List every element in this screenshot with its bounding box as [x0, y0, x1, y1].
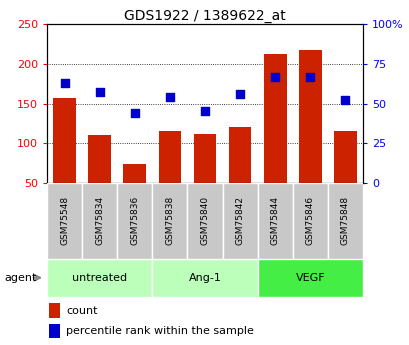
Bar: [333, 131, 356, 183]
Bar: [257, 183, 292, 259]
Bar: [257, 259, 362, 297]
Bar: [158, 131, 181, 183]
Bar: [152, 259, 257, 297]
Bar: [152, 183, 187, 259]
Text: GDS1922 / 1389622_at: GDS1922 / 1389622_at: [124, 9, 285, 23]
Bar: [292, 183, 327, 259]
Bar: [123, 164, 146, 183]
Point: [61, 80, 68, 86]
Text: GSM75842: GSM75842: [235, 196, 244, 245]
Text: VEGF: VEGF: [295, 273, 324, 283]
Text: Ang-1: Ang-1: [188, 273, 221, 283]
Bar: [222, 183, 257, 259]
Bar: [49, 303, 60, 317]
Point: [201, 109, 208, 114]
Point: [131, 110, 138, 116]
Point: [341, 98, 348, 103]
Bar: [49, 324, 60, 338]
Text: GSM75846: GSM75846: [305, 196, 314, 245]
Text: GSM75548: GSM75548: [60, 196, 69, 245]
Text: agent: agent: [4, 273, 36, 283]
Text: GSM75836: GSM75836: [130, 196, 139, 245]
Point: [271, 74, 278, 79]
Text: GSM75838: GSM75838: [165, 196, 174, 245]
Bar: [193, 135, 216, 183]
Text: GSM75844: GSM75844: [270, 196, 279, 245]
Text: GSM75840: GSM75840: [200, 196, 209, 245]
Point: [306, 74, 313, 79]
Bar: [263, 54, 286, 183]
Point: [236, 91, 243, 97]
Bar: [88, 135, 111, 183]
Text: count: count: [66, 306, 97, 315]
Text: percentile rank within the sample: percentile rank within the sample: [66, 326, 253, 336]
Text: GSM75834: GSM75834: [95, 196, 104, 245]
Point: [96, 90, 103, 95]
Bar: [298, 50, 321, 183]
Bar: [47, 183, 82, 259]
Bar: [228, 127, 251, 183]
Point: [166, 95, 173, 100]
Bar: [327, 183, 362, 259]
Bar: [82, 183, 117, 259]
Text: untreated: untreated: [72, 273, 127, 283]
Bar: [117, 183, 152, 259]
Text: GSM75848: GSM75848: [340, 196, 349, 245]
Bar: [47, 259, 152, 297]
Bar: [53, 98, 76, 183]
Bar: [187, 183, 222, 259]
